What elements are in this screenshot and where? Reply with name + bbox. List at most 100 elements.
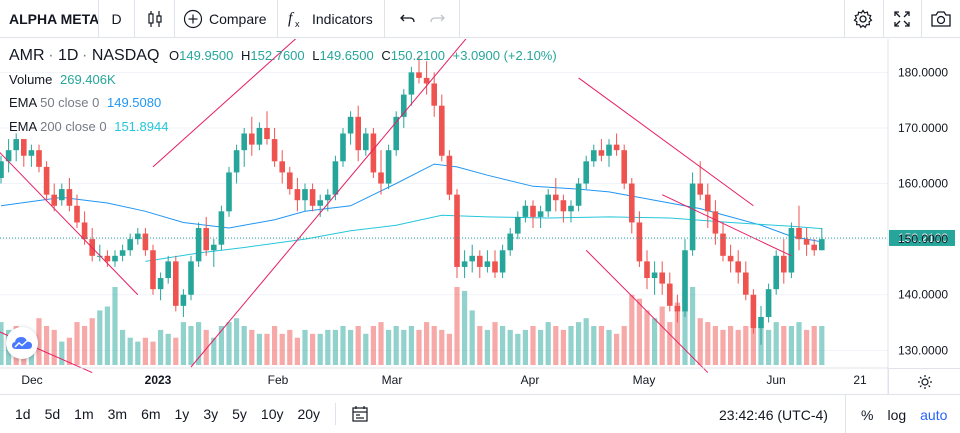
candle-body	[287, 172, 293, 190]
fullscreen-button[interactable]	[883, 0, 920, 38]
range-1d-button[interactable]: 1d	[15, 406, 31, 422]
volume-bar	[264, 333, 270, 365]
volume-bar	[477, 326, 483, 365]
compare-button[interactable]: Compare	[175, 0, 278, 38]
candle-body	[112, 255, 118, 262]
price-chart[interactable]: 150.2100 180.0000 170.0000 160.0000 150.000…	[0, 39, 960, 394]
volume-bar	[621, 326, 627, 365]
log-scale-button[interactable]: log	[887, 406, 907, 423]
volume-bar	[743, 326, 749, 365]
candle-body	[355, 116, 361, 151]
range-3m-button[interactable]: 3m	[107, 406, 128, 422]
volume-bar	[44, 326, 50, 365]
volume-bar	[796, 322, 802, 365]
candle-body	[203, 228, 209, 251]
candle-body	[66, 189, 73, 206]
candle-body	[195, 228, 202, 262]
volume-bar	[469, 310, 475, 365]
volume-bar	[234, 318, 240, 365]
interval-button[interactable]: D	[99, 0, 135, 38]
candle-body	[689, 183, 696, 251]
candle-body	[606, 144, 612, 156]
goto-date-button[interactable]	[344, 395, 376, 433]
candle-body	[302, 189, 308, 201]
volume-bar	[386, 329, 392, 365]
volume-bar	[462, 290, 468, 365]
undo-icon[interactable]	[399, 11, 416, 27]
axis-settings-button[interactable]	[888, 368, 960, 394]
timezone-clock[interactable]: 23:42:46 (UTC-4)	[719, 406, 828, 423]
cloud-logo-icon	[12, 337, 32, 349]
candle-body	[439, 105, 445, 156]
indicators-label: Indicators	[312, 10, 373, 27]
volume-bar	[439, 329, 445, 365]
candle-body	[416, 72, 422, 78]
range-1y-button[interactable]: 1y	[174, 406, 190, 422]
candle-body	[241, 133, 247, 151]
volume-bar	[591, 326, 597, 365]
volume-bar	[310, 333, 316, 365]
range-6m-button[interactable]: 6m	[141, 406, 161, 422]
ema50-line	[0, 163, 822, 243]
candle-body	[264, 127, 270, 140]
candle-body	[461, 261, 468, 267]
candle-body	[583, 161, 589, 184]
volume-bar	[89, 318, 95, 365]
candle-body	[781, 255, 787, 273]
time-tick-label: Feb	[268, 373, 289, 387]
candle-body	[697, 183, 703, 195]
tradingview-logo[interactable]	[6, 327, 38, 359]
candle-body	[385, 150, 392, 184]
volume-bar	[697, 318, 703, 365]
trendlines[interactable]	[0, 39, 792, 374]
volume-bar	[667, 322, 673, 365]
volume-bar	[279, 333, 285, 365]
candle-body	[74, 205, 80, 223]
bottom-toolbar: 1d 5d 1m 3m 6m 1y 3y 5y 10y 20y 23:42:46…	[0, 394, 960, 433]
candle-body	[674, 305, 681, 312]
volume-bar	[454, 287, 460, 365]
volume-bar	[66, 337, 72, 365]
volume-bar	[446, 333, 452, 365]
volume-bar	[712, 326, 718, 365]
volume-bar	[804, 329, 810, 365]
candle-body	[256, 127, 263, 145]
volume-bar	[51, 329, 57, 365]
candle-body	[180, 294, 187, 306]
volume-bar	[568, 326, 574, 365]
symbol-search-button[interactable]: ALPHA METALLURGICAL RESOURCES	[0, 0, 99, 38]
last-price-label: 150.2100	[898, 231, 948, 245]
range-1m-button[interactable]: 1m	[74, 406, 94, 422]
range-5y-button[interactable]: 5y	[232, 406, 247, 422]
volume-bar	[652, 318, 658, 365]
volume-bar	[241, 326, 247, 365]
volume-bar	[500, 326, 506, 365]
volume-bar	[401, 329, 407, 365]
settings-button[interactable]	[844, 0, 881, 38]
volume-bar	[325, 329, 331, 365]
screenshot-button[interactable]	[921, 0, 960, 38]
candle-body	[135, 233, 141, 240]
undo-redo-group	[385, 0, 460, 38]
auto-scale-button[interactable]: auto	[920, 406, 948, 423]
candle-body	[142, 233, 149, 251]
range-5d-button[interactable]: 5d	[44, 406, 61, 422]
range-10y-button[interactable]: 10y	[260, 406, 284, 422]
trendline	[578, 77, 754, 207]
volume-bar	[492, 322, 498, 365]
candle-body	[340, 133, 346, 162]
ema-lines	[0, 163, 822, 262]
candle-body	[446, 155, 453, 195]
candle-body	[188, 261, 194, 295]
candle-body	[499, 250, 506, 273]
range-3y-button[interactable]: 3y	[203, 406, 219, 422]
price-tick-label: 130.0000	[898, 343, 948, 357]
candle-body	[249, 133, 255, 145]
chart-type-button[interactable]	[135, 0, 175, 38]
percent-scale-button[interactable]: %	[861, 406, 874, 423]
candle-body	[309, 189, 316, 206]
range-20y-button[interactable]: 20y	[297, 406, 321, 422]
redo-icon[interactable]	[429, 11, 445, 27]
volume-bar	[355, 326, 361, 365]
